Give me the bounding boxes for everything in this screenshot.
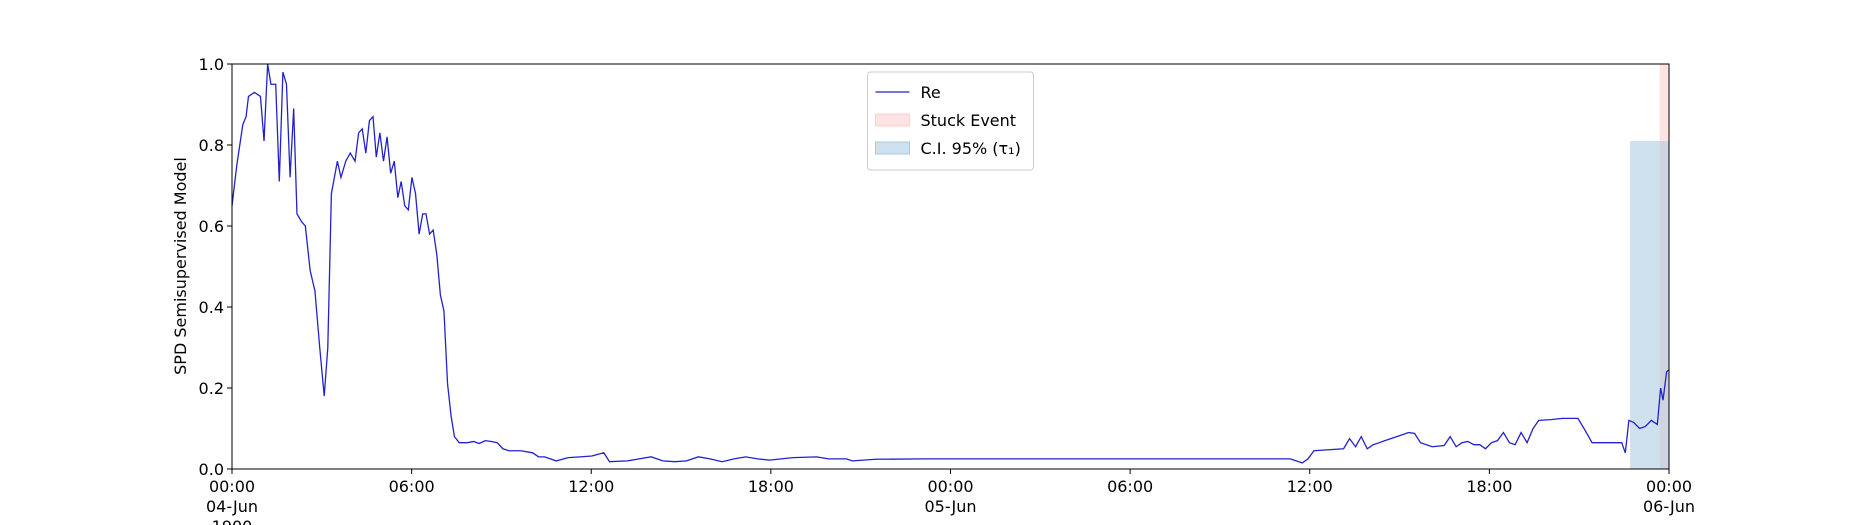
x-tick-label: 18:00 [1466,477,1512,496]
legend-swatch [875,113,910,127]
y-axis-label: SPD Semisupervised Model [171,157,190,375]
x-tick-label: 06:00 [389,477,435,496]
legend-label: C.I. 95% (τ₁) [921,139,1021,158]
y-tick-label: 0.4 [199,298,224,317]
x-tick-label: 00:00 05-Jun [924,477,976,516]
y-tick-label: 0.0 [199,460,224,479]
y-tick-label: 0.2 [199,379,224,398]
span [1630,140,1669,469]
legend-swatch [875,141,910,155]
x-tick-label: 12:00 [568,477,614,496]
x-tick-label: 18:00 [748,477,794,496]
x-tick-label: 00:00 06-Jun [1643,477,1695,516]
legend-label: Re [921,83,941,102]
legend: Re Stuck Event C.I. 95% (τ₁) [867,71,1034,171]
y-tick-label: 0.8 [199,136,224,155]
x-tick-label: 06:00 [1107,477,1153,496]
legend-label: Stuck Event [921,111,1017,130]
y-tick-label: 0.6 [199,217,224,236]
x-tick-label: 12:00 [1287,477,1333,496]
y-tick-label: 1.0 [199,55,224,74]
line [231,63,1670,464]
